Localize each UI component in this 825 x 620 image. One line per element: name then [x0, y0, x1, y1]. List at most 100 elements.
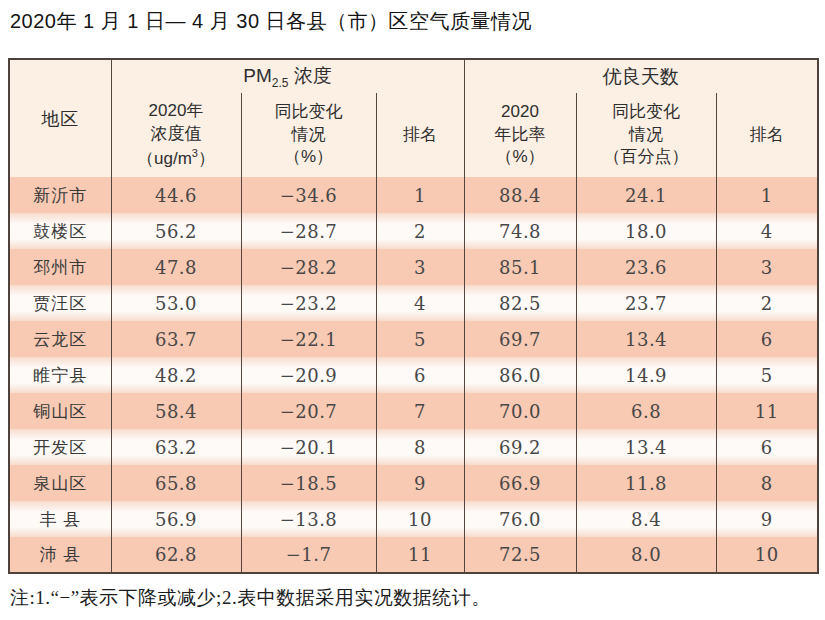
cell-good-change: 13.4	[576, 321, 716, 357]
cell-good-rank: 2	[716, 285, 818, 321]
cell-good-rank: 6	[716, 321, 818, 357]
cell-region: 贾汪区	[9, 285, 111, 321]
cell-good-change: 24.1	[576, 177, 716, 213]
cell-pm-change: −20.9	[241, 357, 376, 393]
cell-pm-value: 48.2	[111, 357, 241, 393]
cell-good-rate: 72.5	[464, 537, 576, 573]
pm-value-header-unit-close: ）	[198, 148, 215, 167]
cell-good-rate: 82.5	[464, 285, 576, 321]
cell-pm-value: 56.2	[111, 213, 241, 249]
cell-good-change: 23.7	[576, 285, 716, 321]
cell-good-rate: 70.0	[464, 393, 576, 429]
cell-pm-rank: 2	[376, 213, 464, 249]
good-change-header-line1: 同比变化	[612, 102, 680, 121]
pm-change-header-unit: （%）	[284, 147, 333, 166]
good-rate-header-unit: （%）	[495, 147, 544, 166]
cell-pm-rank: 11	[376, 537, 464, 573]
column-group-good-days: 优良天数	[464, 59, 818, 93]
cell-pm-change: −20.1	[241, 429, 376, 465]
column-header-pm-value: 2020年 浓度值 （ug/m3）	[111, 93, 241, 177]
good-rate-header-line1: 2020	[501, 102, 539, 121]
column-header-good-rank: 排名	[716, 93, 818, 177]
cell-good-change: 6.8	[576, 393, 716, 429]
cell-good-rate: 74.8	[464, 213, 576, 249]
pm-change-header-line2: 情况	[292, 125, 326, 144]
table-header: 地区 PM2.5 浓度 优良天数 2020年 浓度值 （ug/m3） 同比变化 …	[9, 59, 818, 177]
cell-pm-change: −28.7	[241, 213, 376, 249]
table-row: 贾汪区53.0−23.2482.523.72	[9, 285, 818, 321]
cell-pm-rank: 7	[376, 393, 464, 429]
cell-good-change: 11.8	[576, 465, 716, 501]
cell-good-rate: 69.7	[464, 321, 576, 357]
cell-region: 铜山区	[9, 393, 111, 429]
cell-pm-change: −1.7	[241, 537, 376, 573]
table-row: 沛 县62.8−1.71172.58.010	[9, 537, 818, 573]
column-group-pm25: PM2.5 浓度	[111, 59, 464, 93]
table-row: 新沂市44.6−34.6188.424.11	[9, 177, 818, 213]
pm-value-header-line1: 2020年	[149, 101, 204, 120]
group-header-row: 地区 PM2.5 浓度 优良天数	[9, 59, 818, 93]
cell-good-rate: 66.9	[464, 465, 576, 501]
cell-pm-rank: 5	[376, 321, 464, 357]
column-header-good-change: 同比变化 情况 （百分点）	[576, 93, 716, 177]
table-row: 铜山区58.4−20.7770.06.811	[9, 393, 818, 429]
cell-good-rate: 76.0	[464, 501, 576, 537]
cell-pm-value: 65.8	[111, 465, 241, 501]
cell-pm-rank: 8	[376, 429, 464, 465]
sub-header-row: 2020年 浓度值 （ug/m3） 同比变化 情况 （%） 排名 2020 年比…	[9, 93, 818, 177]
cell-good-rank: 10	[716, 537, 818, 573]
cell-pm-rank: 10	[376, 501, 464, 537]
cell-good-change: 8.0	[576, 537, 716, 573]
cell-region: 新沂市	[9, 177, 111, 213]
cell-good-change: 23.6	[576, 249, 716, 285]
cell-pm-rank: 9	[376, 465, 464, 501]
pm-value-header-unit: （ug/m	[137, 148, 192, 167]
table-body: 新沂市44.6−34.6188.424.11鼓楼区56.2−28.7274.81…	[9, 177, 818, 573]
pm25-label-sub: 2.5	[272, 76, 289, 90]
cell-good-rank: 4	[716, 213, 818, 249]
cell-region: 睢宁县	[9, 357, 111, 393]
cell-pm-value: 58.4	[111, 393, 241, 429]
pm-value-header-line2: 浓度值	[151, 124, 202, 143]
cell-pm-change: −34.6	[241, 177, 376, 213]
column-header-region: 地区	[9, 59, 111, 177]
table-row: 鼓楼区56.2−28.7274.818.04	[9, 213, 818, 249]
cell-pm-change: −22.1	[241, 321, 376, 357]
cell-pm-value: 63.2	[111, 429, 241, 465]
cell-region: 沛 县	[9, 537, 111, 573]
cell-region: 云龙区	[9, 321, 111, 357]
cell-good-rate: 85.1	[464, 249, 576, 285]
table-row: 开发区63.2−20.1869.213.46	[9, 429, 818, 465]
cell-pm-rank: 4	[376, 285, 464, 321]
cell-region: 鼓楼区	[9, 213, 111, 249]
pm25-label-rest: 浓度	[288, 65, 331, 86]
cell-region: 丰 县	[9, 501, 111, 537]
good-rate-header-line2: 年比率	[495, 125, 546, 144]
cell-pm-value: 47.8	[111, 249, 241, 285]
footnote: 注:1.“−”表示下降或减少;2.表中数据采用实况数据统计。	[10, 585, 491, 611]
cell-pm-rank: 6	[376, 357, 464, 393]
cell-pm-change: −20.7	[241, 393, 376, 429]
cell-pm-value: 44.6	[111, 177, 241, 213]
cell-good-rank: 1	[716, 177, 818, 213]
cell-good-rank: 3	[716, 249, 818, 285]
cell-good-change: 13.4	[576, 429, 716, 465]
cell-pm-rank: 3	[376, 249, 464, 285]
cell-good-change: 8.4	[576, 501, 716, 537]
cell-good-rank: 11	[716, 393, 818, 429]
cell-good-rate: 86.0	[464, 357, 576, 393]
cell-good-rank: 6	[716, 429, 818, 465]
column-header-pm-rank: 排名	[376, 93, 464, 177]
table-row: 丰 县56.9−13.81076.08.49	[9, 501, 818, 537]
cell-good-rate: 69.2	[464, 429, 576, 465]
pm25-label-base: PM	[243, 65, 272, 86]
air-quality-table: 地区 PM2.5 浓度 优良天数 2020年 浓度值 （ug/m3） 同比变化 …	[8, 58, 819, 574]
table-row: 邳州市47.8−28.2385.123.63	[9, 249, 818, 285]
cell-good-rate: 88.4	[464, 177, 576, 213]
pm-change-header-line1: 同比变化	[275, 102, 343, 121]
cell-pm-value: 56.9	[111, 501, 241, 537]
good-change-header-line2: 情况	[629, 125, 663, 144]
cell-pm-change: −13.8	[241, 501, 376, 537]
cell-good-rank: 8	[716, 465, 818, 501]
cell-good-rank: 9	[716, 501, 818, 537]
